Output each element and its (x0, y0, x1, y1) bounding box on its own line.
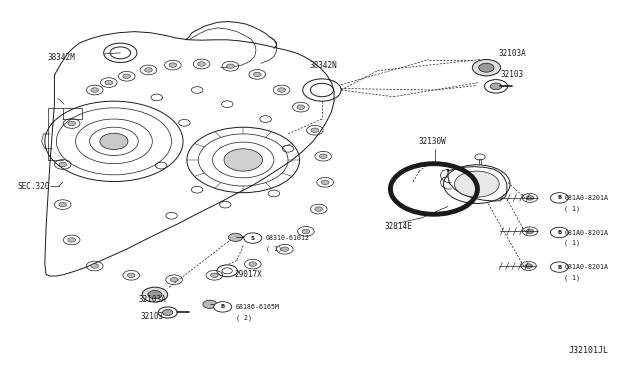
Circle shape (127, 273, 135, 278)
Text: 08186-6165M: 08186-6165M (236, 304, 280, 310)
Text: 32814E: 32814E (384, 222, 412, 231)
Text: 32103A: 32103A (138, 295, 166, 304)
Circle shape (59, 162, 67, 167)
Text: ( 1): ( 1) (564, 274, 580, 281)
Circle shape (550, 193, 568, 203)
Circle shape (59, 202, 67, 207)
Circle shape (145, 68, 152, 72)
Circle shape (319, 154, 327, 158)
Text: 08310-61012: 08310-61012 (266, 235, 310, 241)
Circle shape (91, 264, 99, 268)
Circle shape (525, 264, 532, 268)
Text: SEC.320: SEC.320 (17, 182, 49, 190)
Circle shape (198, 62, 205, 66)
Text: 29017X: 29017X (234, 270, 262, 279)
Text: 32103: 32103 (500, 70, 524, 79)
Circle shape (203, 300, 217, 308)
Circle shape (253, 72, 261, 77)
Circle shape (142, 287, 168, 302)
Circle shape (68, 121, 76, 126)
Circle shape (224, 149, 262, 171)
Circle shape (490, 83, 502, 90)
Circle shape (550, 227, 568, 238)
Circle shape (315, 207, 323, 211)
Circle shape (227, 64, 234, 68)
Circle shape (454, 171, 499, 197)
Circle shape (479, 63, 494, 72)
Circle shape (302, 229, 310, 234)
Circle shape (526, 229, 534, 234)
Circle shape (169, 63, 177, 67)
Text: B: B (557, 264, 561, 270)
Text: B: B (221, 304, 225, 310)
Circle shape (550, 262, 568, 272)
Circle shape (228, 233, 243, 241)
Text: 38342M: 38342M (48, 53, 76, 62)
Text: J32101JL: J32101JL (569, 346, 609, 355)
Text: 32130W: 32130W (418, 137, 446, 146)
Text: 081A0-8201A: 081A0-8201A (564, 264, 609, 270)
Text: 32103A: 32103A (498, 49, 526, 58)
Circle shape (148, 291, 162, 299)
Circle shape (100, 133, 128, 150)
Text: 081A0-8201A: 081A0-8201A (564, 230, 609, 235)
Circle shape (297, 105, 305, 109)
Text: 38342N: 38342N (309, 61, 337, 70)
Text: B: B (557, 195, 561, 201)
Circle shape (311, 128, 319, 132)
Circle shape (321, 180, 329, 185)
Circle shape (170, 278, 178, 282)
Circle shape (214, 302, 232, 312)
Circle shape (105, 80, 113, 85)
Circle shape (163, 310, 173, 315)
Text: ( 1): ( 1) (564, 205, 580, 212)
Circle shape (211, 273, 218, 278)
Circle shape (91, 88, 99, 92)
Text: B: B (557, 230, 561, 235)
Text: ( 1): ( 1) (564, 240, 580, 246)
Circle shape (249, 262, 257, 266)
Text: ( 2): ( 2) (236, 315, 252, 321)
Text: 32103: 32103 (141, 312, 164, 321)
Circle shape (244, 233, 262, 243)
Text: S: S (251, 235, 255, 241)
Circle shape (123, 74, 131, 78)
Circle shape (281, 247, 289, 251)
Circle shape (68, 238, 76, 242)
Text: ( 1): ( 1) (266, 246, 282, 253)
Text: 081A0-8201A: 081A0-8201A (564, 195, 609, 201)
Circle shape (472, 60, 500, 76)
Circle shape (278, 88, 285, 92)
Circle shape (526, 196, 534, 200)
